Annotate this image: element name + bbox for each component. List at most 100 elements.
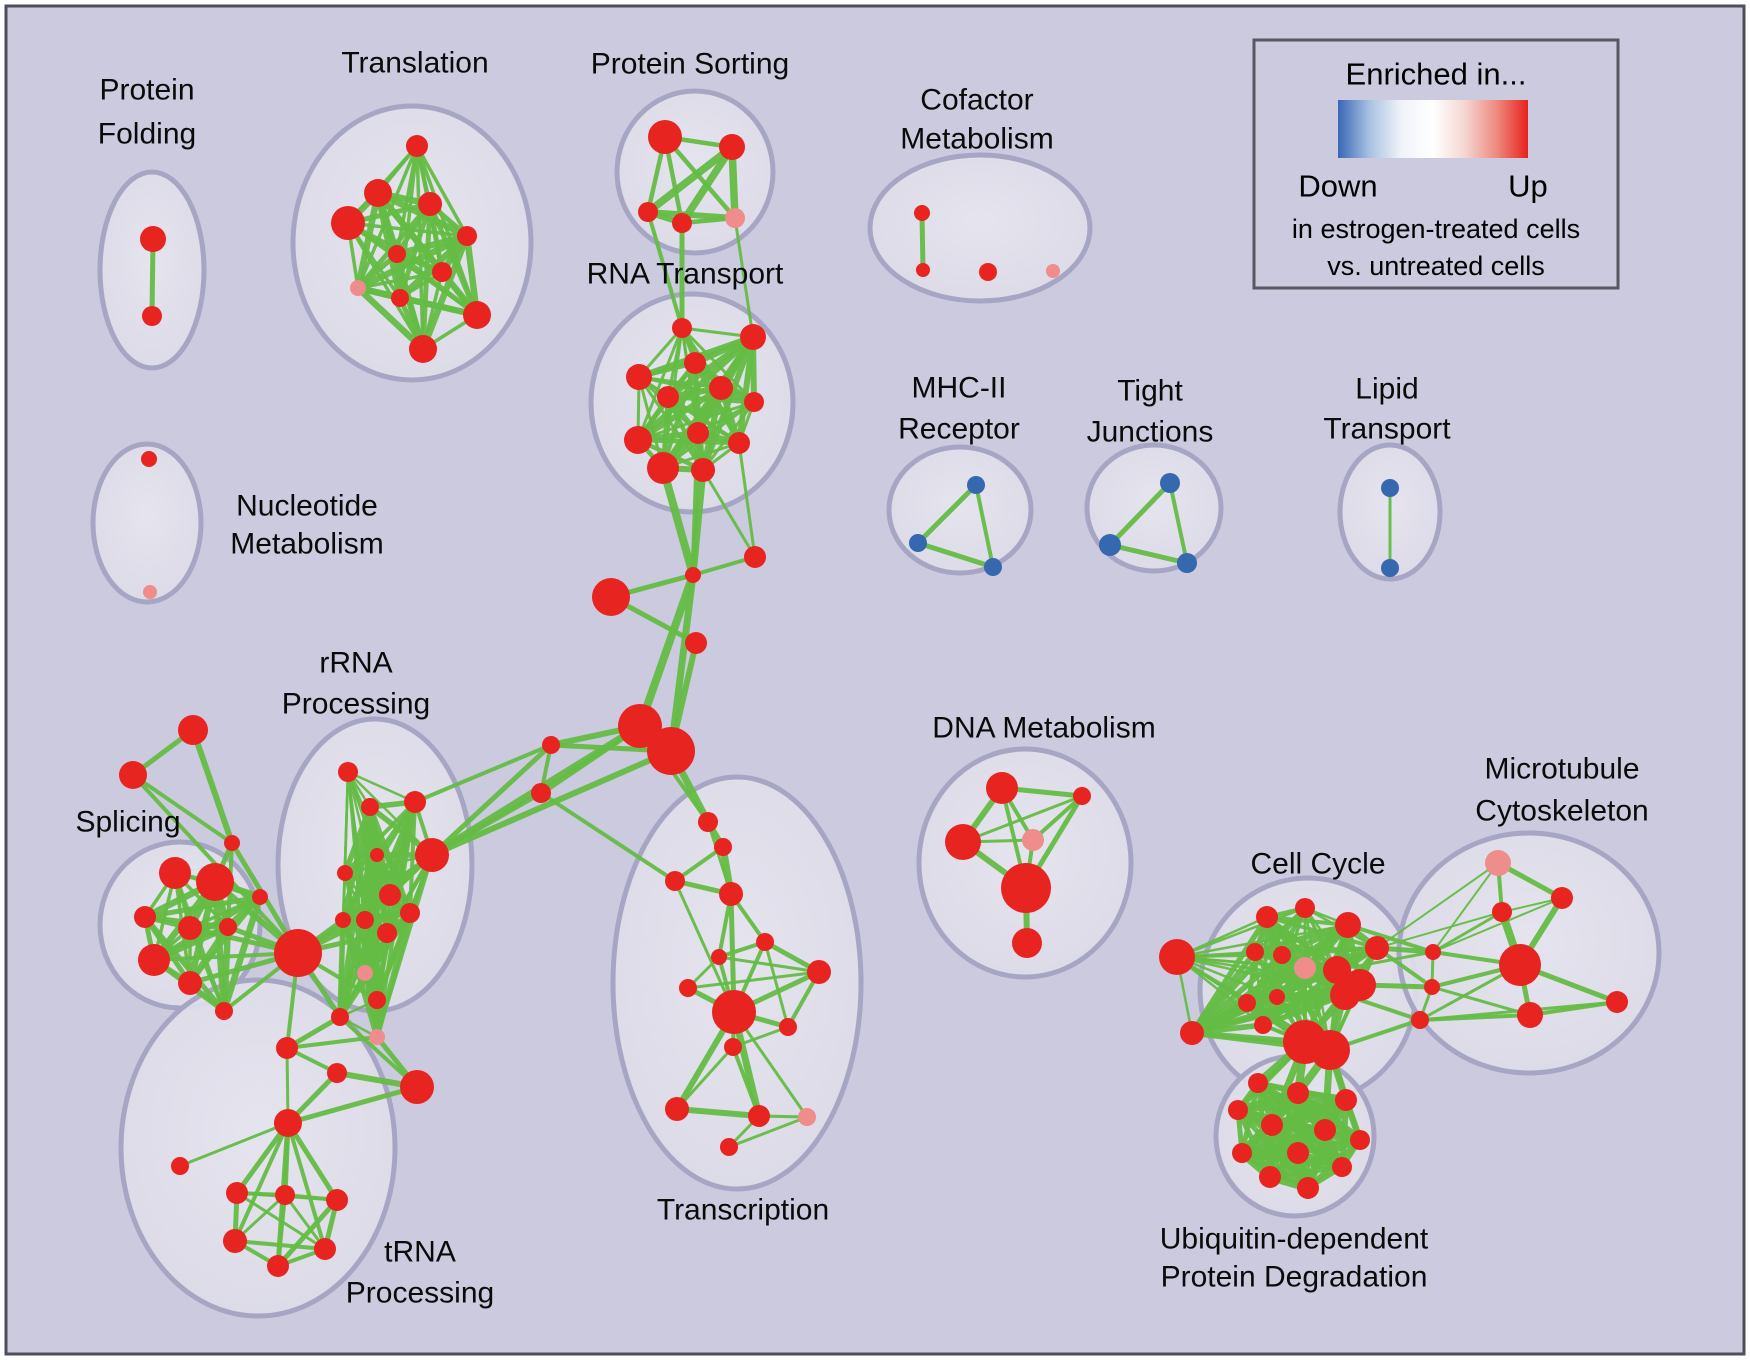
node-rrna-processing-2[interactable] <box>404 791 426 813</box>
node-ubiquitin-degradation-9[interactable] <box>1332 1157 1352 1177</box>
node-transcription-6[interactable] <box>679 979 697 997</box>
node-microtubule-cytoskeleton-4[interactable] <box>1517 1002 1543 1028</box>
node-trna-processing-0[interactable] <box>276 1037 298 1059</box>
node-connectors-7[interactable] <box>531 783 551 803</box>
node-transcription-3[interactable] <box>719 882 743 906</box>
node-cell-cycle-9[interactable] <box>1323 956 1351 984</box>
node-protein-sorting-1[interactable] <box>719 134 745 160</box>
node-ubiquitin-degradation-7[interactable] <box>1232 1143 1252 1163</box>
node-ubiquitin-degradation-11[interactable] <box>1297 1177 1319 1199</box>
node-translation-0[interactable] <box>406 135 428 157</box>
node-protein-sorting-2[interactable] <box>638 202 658 222</box>
node-cell-cycle-2[interactable] <box>1256 906 1278 928</box>
node-lipid-transport-0[interactable] <box>1381 479 1399 497</box>
node-transcription-4[interactable] <box>756 933 774 951</box>
node-rna-transport-2[interactable] <box>684 352 706 374</box>
node-rna-transport-11[interactable] <box>691 458 715 482</box>
node-mhc-ii-receptor-2[interactable] <box>984 558 1002 576</box>
node-rna-transport-8[interactable] <box>624 426 652 454</box>
node-connectors-8[interactable] <box>178 715 208 745</box>
node-ubiquitin-degradation-10[interactable] <box>1259 1166 1281 1188</box>
node-trna-processing-8[interactable] <box>314 1238 336 1260</box>
node-dna-metabolism-4[interactable] <box>1001 863 1051 913</box>
node-transcription-11[interactable] <box>665 1097 689 1121</box>
node-trna-processing-4[interactable] <box>226 1182 248 1204</box>
node-splicing-0[interactable] <box>159 857 191 889</box>
node-cell-cycle-13[interactable] <box>1330 980 1360 1010</box>
node-nucleotide-metabolism-1[interactable] <box>143 585 157 599</box>
node-rna-transport-4[interactable] <box>709 376 733 400</box>
node-rrna-processing-4[interactable] <box>370 848 384 862</box>
node-splicing-5[interactable] <box>138 944 170 976</box>
node-cell-cycle-5[interactable] <box>1365 936 1389 960</box>
node-trna-processing-1[interactable] <box>327 1063 347 1083</box>
node-rna-transport-6[interactable] <box>744 392 764 412</box>
node-cell-cycle-10[interactable] <box>1238 994 1256 1012</box>
node-connectors-6[interactable] <box>542 736 560 754</box>
node-splicing-8[interactable] <box>252 889 268 905</box>
node-trna-processing-5[interactable] <box>275 1185 295 1205</box>
node-transcription-14[interactable] <box>720 1138 738 1156</box>
node-transcription-13[interactable] <box>798 1108 816 1126</box>
node-translation-2[interactable] <box>418 192 442 216</box>
node-rna-transport-5[interactable] <box>657 386 679 408</box>
node-translation-8[interactable] <box>391 289 409 307</box>
node-rna-transport-3[interactable] <box>626 364 652 390</box>
node-rrna-processing-12[interactable] <box>331 1008 349 1026</box>
node-transcription-5[interactable] <box>711 949 727 965</box>
node-cofactor-metabolism-0[interactable] <box>914 205 930 221</box>
node-connectors-2[interactable] <box>744 546 766 568</box>
node-rna-transport-9[interactable] <box>728 432 750 454</box>
node-cell-cycle-1[interactable] <box>1180 1021 1204 1045</box>
node-microtubule-cytoskeleton-6[interactable] <box>1425 944 1441 960</box>
node-ubiquitin-degradation-3[interactable] <box>1228 1100 1248 1120</box>
node-protein-sorting-3[interactable] <box>672 213 692 233</box>
node-trna-processing-7[interactable] <box>223 1229 247 1253</box>
node-tight-junctions-0[interactable] <box>1160 473 1180 493</box>
node-translation-6[interactable] <box>432 262 452 282</box>
node-ubiquitin-degradation-6[interactable] <box>1350 1130 1370 1150</box>
node-mhc-ii-receptor-1[interactable] <box>909 534 927 552</box>
node-cofactor-metabolism-2[interactable] <box>979 263 997 281</box>
node-connectors-0[interactable] <box>592 578 630 616</box>
node-trna-processing-2[interactable] <box>274 1109 302 1137</box>
node-connectors-4[interactable] <box>618 704 662 748</box>
node-ubiquitin-degradation-1[interactable] <box>1287 1082 1309 1104</box>
node-cell-cycle-16[interactable] <box>1254 1016 1272 1034</box>
node-protein-sorting-4[interactable] <box>725 208 745 228</box>
node-microtubule-cytoskeleton-7[interactable] <box>1424 979 1440 995</box>
node-transcription-0[interactable] <box>698 812 718 832</box>
node-lipid-transport-1[interactable] <box>1381 559 1399 577</box>
node-rrna-processing-9[interactable] <box>377 923 397 943</box>
node-transcription-2[interactable] <box>665 871 685 891</box>
node-splicing-3[interactable] <box>178 916 202 940</box>
node-protein-folding-0[interactable] <box>140 226 166 252</box>
node-dna-metabolism-3[interactable] <box>1022 829 1044 851</box>
node-rna-transport-7[interactable] <box>687 422 709 444</box>
node-connectors-10[interactable] <box>224 835 240 851</box>
node-cell-cycle-4[interactable] <box>1335 912 1361 938</box>
node-cell-cycle-11[interactable] <box>1269 989 1285 1005</box>
node-splicing-1[interactable] <box>196 863 234 901</box>
node-dna-metabolism-2[interactable] <box>945 824 981 860</box>
node-transcription-8[interactable] <box>712 990 756 1034</box>
node-translation-5[interactable] <box>388 245 406 263</box>
node-rrna-processing-14[interactable] <box>369 1029 385 1045</box>
node-rrna-processing-13[interactable] <box>368 991 386 1009</box>
node-transcription-7[interactable] <box>807 960 831 984</box>
node-tight-junctions-1[interactable] <box>1099 534 1121 556</box>
node-rrna-processing-10[interactable] <box>335 912 351 928</box>
node-translation-7[interactable] <box>350 280 366 296</box>
node-rrna-processing-7[interactable] <box>400 903 420 923</box>
node-tight-junctions-2[interactable] <box>1177 553 1197 573</box>
node-microtubule-cytoskeleton-1[interactable] <box>1551 887 1573 909</box>
node-trna-processing-9[interactable] <box>267 1255 289 1277</box>
node-ubiquitin-degradation-8[interactable] <box>1287 1142 1309 1164</box>
node-dna-metabolism-5[interactable] <box>1012 928 1042 958</box>
node-translation-9[interactable] <box>463 301 491 329</box>
node-splicing-6[interactable] <box>178 971 202 995</box>
node-cell-cycle-0[interactable] <box>1159 939 1195 975</box>
node-ubiquitin-degradation-4[interactable] <box>1261 1114 1283 1136</box>
node-connectors-3[interactable] <box>685 632 707 654</box>
node-ubiquitin-degradation-5[interactable] <box>1314 1119 1336 1141</box>
